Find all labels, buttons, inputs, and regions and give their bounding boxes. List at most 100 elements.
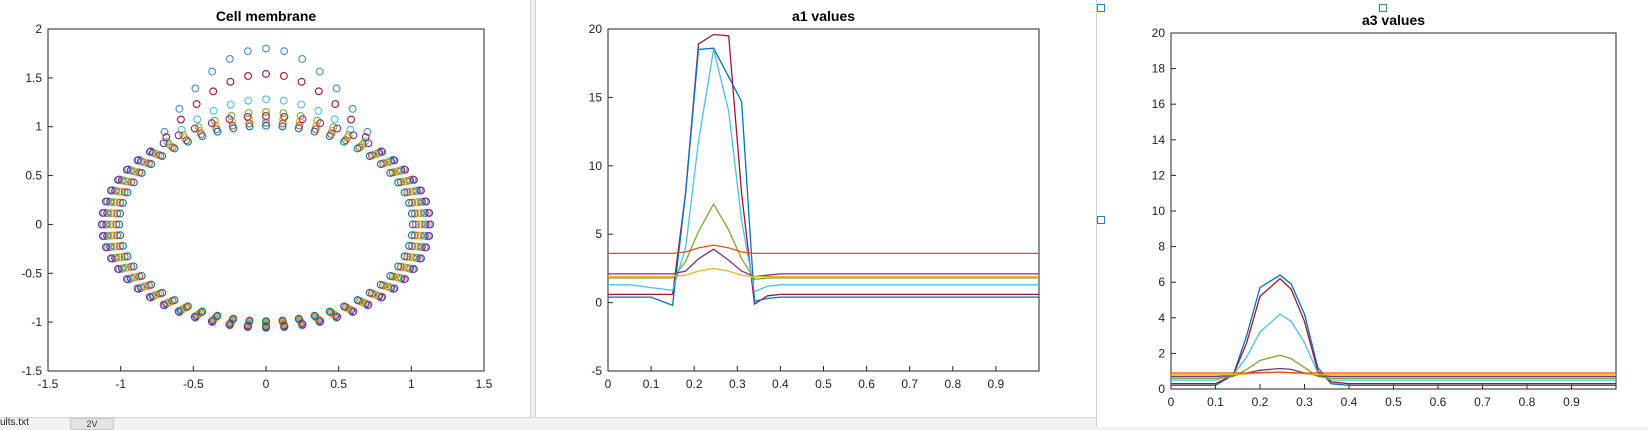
x-tick-label: 0.6 — [858, 377, 875, 391]
y-tick-label: 1.5 — [25, 71, 42, 85]
resize-handle-left[interactable] — [1097, 216, 1105, 224]
data-point — [174, 131, 183, 140]
data-point — [208, 67, 217, 76]
data-point — [197, 308, 206, 317]
y-tick-label: 0.5 — [25, 169, 42, 183]
data-point — [116, 198, 125, 207]
chart-title: a3 values — [1362, 12, 1425, 28]
data-point — [280, 112, 289, 121]
data-point — [107, 186, 115, 195]
x-tick-label: 0.8 — [944, 377, 961, 391]
data-point — [348, 104, 357, 113]
data-point — [213, 127, 222, 136]
y-tick-label: 10 — [589, 159, 603, 173]
data-point — [333, 124, 342, 133]
data-point — [407, 231, 416, 240]
data-point — [404, 176, 413, 185]
data-point — [378, 293, 387, 301]
x-tick-label: 0.3 — [729, 377, 746, 391]
resize-handle-top-left[interactable] — [1097, 4, 1105, 12]
chart-title: Cell membrane — [216, 8, 317, 24]
data-point — [182, 136, 191, 145]
x-tick-label: 0.7 — [1474, 395, 1491, 409]
y-tick-label: 1 — [35, 120, 42, 134]
data-point — [406, 253, 414, 261]
data-point — [310, 127, 319, 136]
data-point — [118, 187, 126, 196]
figure-a3-values: a3 values 0 0.1 0.2 0.3 0.4 0.5 0.6 0.7 0.8 0.9 0 2 4… — [1096, 0, 1648, 427]
data-point — [170, 144, 179, 153]
y-tick-label: 20 — [1152, 26, 1166, 40]
data-point — [98, 231, 107, 240]
data-point — [314, 87, 323, 96]
x-tick-label: 1 — [408, 377, 415, 391]
data-point — [416, 209, 425, 218]
data-point — [107, 231, 116, 240]
data-point — [402, 177, 411, 186]
file-label: ults.txt — [0, 417, 29, 428]
data-point — [413, 198, 422, 207]
data-point — [158, 288, 167, 297]
data-point — [119, 264, 128, 273]
data-point — [333, 312, 342, 321]
data-point — [122, 275, 131, 283]
data-point — [410, 175, 418, 184]
data-point — [390, 284, 399, 293]
data-point — [244, 114, 253, 123]
data-point — [396, 262, 405, 271]
data-point — [174, 307, 183, 316]
data-point — [420, 220, 429, 229]
data-point — [407, 242, 416, 251]
data-point — [120, 252, 129, 261]
data-point — [197, 130, 206, 139]
data-point — [226, 77, 235, 86]
data-point — [411, 220, 420, 229]
data-point — [112, 253, 121, 262]
x-tick-label: 0.8 — [1519, 395, 1536, 409]
x-tick-label: 0.3 — [1296, 395, 1313, 409]
data-point — [376, 280, 385, 289]
data-point — [112, 220, 121, 229]
data-point — [326, 308, 335, 317]
data-point — [405, 242, 414, 250]
x-tick-label: 0.9 — [988, 377, 1005, 391]
series-line-3 — [608, 202, 1039, 280]
chart-a3-values: a3 values 0 0.1 0.2 0.3 0.4 0.5 0.6 0.7 0.8 0.9 0 2 4… — [1152, 12, 1617, 409]
data-point — [145, 147, 154, 156]
data-point — [396, 178, 405, 186]
data-point — [426, 220, 435, 229]
data-point — [103, 220, 112, 229]
y-tick-label: 0 — [35, 217, 42, 231]
data-point — [364, 139, 373, 148]
data-point — [279, 114, 288, 123]
data-point — [243, 112, 252, 121]
data-point — [262, 112, 270, 120]
plot-area — [1170, 32, 1617, 390]
data-point — [110, 231, 119, 240]
x-tick-label: 0 — [605, 377, 612, 391]
data-point — [229, 314, 238, 323]
data-point — [363, 127, 372, 136]
data-point — [192, 100, 201, 109]
y-tick-label: 6 — [1158, 275, 1165, 289]
x-tick-label: 0.1 — [1207, 395, 1224, 409]
bottom-tab[interactable]: 2V — [70, 418, 114, 430]
data-point — [413, 209, 422, 218]
data-point — [262, 44, 270, 53]
data-point — [294, 124, 303, 133]
data-point — [244, 71, 253, 80]
chart-cell-membrane: Cell membrane -1.5 -1 -0.5 0 0.5 1 1.5 -1.5 -1 -0.… — [21, 8, 492, 391]
x-tick-label: 0.2 — [686, 377, 703, 391]
data-point — [145, 293, 154, 301]
data-point — [245, 122, 254, 131]
data-point — [262, 69, 270, 78]
data-point — [298, 320, 307, 329]
data-point — [262, 323, 270, 331]
plot-area — [607, 28, 1040, 372]
data-point — [311, 312, 320, 321]
data-point — [394, 262, 403, 271]
resize-handle-top[interactable] — [1379, 4, 1387, 12]
data-point — [107, 242, 116, 251]
data-point — [400, 252, 409, 261]
data-point — [365, 288, 374, 297]
